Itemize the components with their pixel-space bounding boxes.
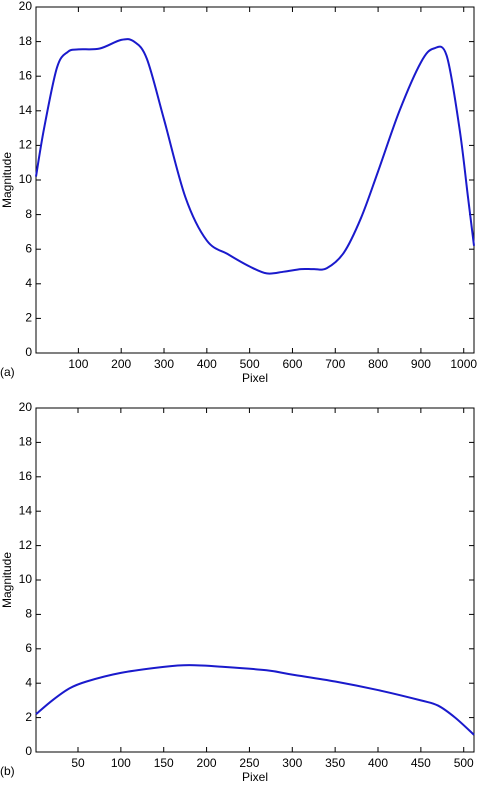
x-tick-label: 450 [411,756,431,770]
x-tick-label: 250 [239,756,259,770]
y-tick-label: 18 [19,34,33,48]
x-axis-label: Pixel [242,770,268,784]
y-tick-label: 2 [25,710,32,724]
x-tick-label: 600 [282,357,302,371]
y-tick-label: 4 [25,675,32,689]
y-tick-label: 8 [25,207,32,221]
x-tick-label: 500 [240,357,260,371]
x-tick-label: 100 [111,756,131,770]
y-axis-label: Magnitude [0,552,14,608]
y-tick-label: 8 [25,607,32,621]
y-tick-label: 14 [19,103,33,117]
y-tick-label: 10 [19,572,33,586]
y-tick-label: 12 [19,538,33,552]
x-tick-label: 50 [71,756,85,770]
x-tick-label: 500 [454,756,474,770]
x-tick-label: 350 [325,756,345,770]
data-line [35,38,475,275]
y-tick-label: 0 [25,744,32,758]
y-tick-label: 10 [19,172,33,186]
data-line [35,664,475,736]
x-tick-label: 800 [368,357,388,371]
panel-label: (b) [0,764,15,778]
x-tick-label: 150 [154,756,174,770]
x-axis-label: Pixel [242,371,268,385]
x-tick-label: 700 [325,357,345,371]
y-tick-label: 12 [19,138,33,152]
y-tick-label: 0 [25,345,32,359]
x-tick-label: 1000 [450,357,477,371]
x-tick-label: 100 [68,357,88,371]
y-tick-label: 18 [19,435,33,449]
y-tick-label: 6 [25,641,32,655]
axes-box [35,407,475,753]
x-tick-label: 200 [111,357,131,371]
x-tick-label: 900 [411,357,431,371]
x-tick-label: 400 [368,756,388,770]
x-tick-label: 200 [197,756,217,770]
y-tick-label: 16 [19,68,33,82]
x-tick-label: 300 [154,357,174,371]
y-tick-label: 20 [19,0,33,13]
y-tick-label: 14 [19,503,33,517]
panel-label: (a) [0,365,15,379]
y-tick-label: 4 [25,276,32,290]
axes-box [35,6,475,354]
y-tick-label: 16 [19,469,33,483]
y-tick-label: 6 [25,241,32,255]
y-axis-label: Magnitude [0,152,14,208]
x-tick-label: 300 [282,756,302,770]
x-tick-label: 400 [197,357,217,371]
y-tick-label: 20 [19,400,33,414]
y-tick-label: 2 [25,311,32,325]
